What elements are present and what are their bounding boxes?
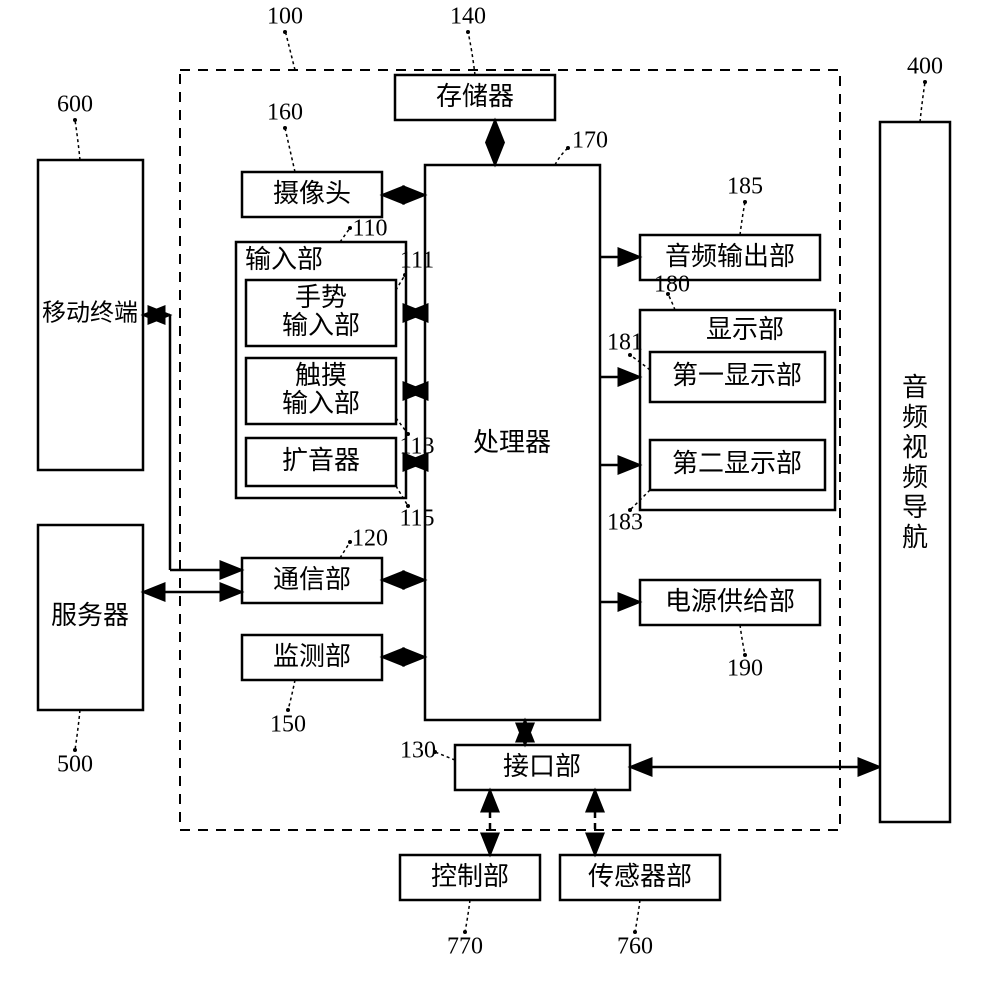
control-unit-label: 控制部 [431, 862, 509, 891]
mobile-terminal-label: 移动终端 [42, 300, 138, 327]
ref-140: 140 [450, 4, 486, 30]
monitor-unit-label: 监测部 [273, 642, 351, 671]
amplifier-label: 扩音器 [282, 446, 360, 475]
ref-100: 100 [267, 4, 303, 30]
ref-170: 170 [572, 128, 608, 154]
ref-190: 190 [727, 656, 763, 682]
ref-111: 111 [400, 248, 434, 274]
ref-600: 600 [57, 92, 93, 118]
camera-label: 摄像头 [273, 179, 351, 208]
audio-output-label: 音频输出部 [665, 242, 795, 271]
ref-130: 130 [400, 738, 436, 764]
first-display-label: 第一显示部 [672, 361, 802, 390]
ref-115: 115 [399, 506, 434, 532]
display-unit-label: 显示部 [706, 315, 784, 344]
avn-label5: 导 [902, 493, 928, 522]
ref-181: 181 [607, 330, 643, 356]
ref-110: 110 [352, 216, 387, 242]
avn-label1: 音 [902, 373, 928, 402]
ref-500: 500 [57, 752, 93, 778]
ref-113: 113 [399, 434, 434, 460]
avn-label3: 视 [902, 433, 928, 462]
input-unit-label: 输入部 [245, 245, 323, 274]
ref-150: 150 [270, 712, 306, 738]
gesture-input-label1: 手势 [295, 283, 347, 312]
server-label: 服务器 [51, 601, 129, 630]
sensor-unit-label: 传感器部 [588, 862, 692, 891]
ref-760: 760 [617, 934, 653, 960]
avn-label2: 频 [902, 403, 928, 432]
gesture-input-label2: 输入部 [282, 311, 360, 340]
second-display-label: 第二显示部 [672, 449, 802, 478]
ref-120: 120 [352, 526, 388, 552]
ref-183: 183 [607, 510, 643, 536]
ref-160: 160 [267, 100, 303, 126]
ref-770: 770 [447, 934, 483, 960]
touch-input-label2: 输入部 [282, 389, 360, 418]
ref-185: 185 [727, 174, 763, 200]
ref-400: 400 [907, 54, 943, 80]
avn-label4: 频 [902, 463, 928, 492]
comm-unit-label: 通信部 [273, 565, 351, 594]
touch-input-label1: 触摸 [295, 361, 347, 390]
processor-label: 处理器 [473, 428, 551, 457]
storage-label: 存储器 [436, 82, 514, 111]
interface-label: 接口部 [503, 752, 581, 781]
ref-180: 180 [654, 272, 690, 298]
avn-label6: 航 [902, 523, 928, 552]
power-supply-label: 电源供给部 [665, 587, 795, 616]
